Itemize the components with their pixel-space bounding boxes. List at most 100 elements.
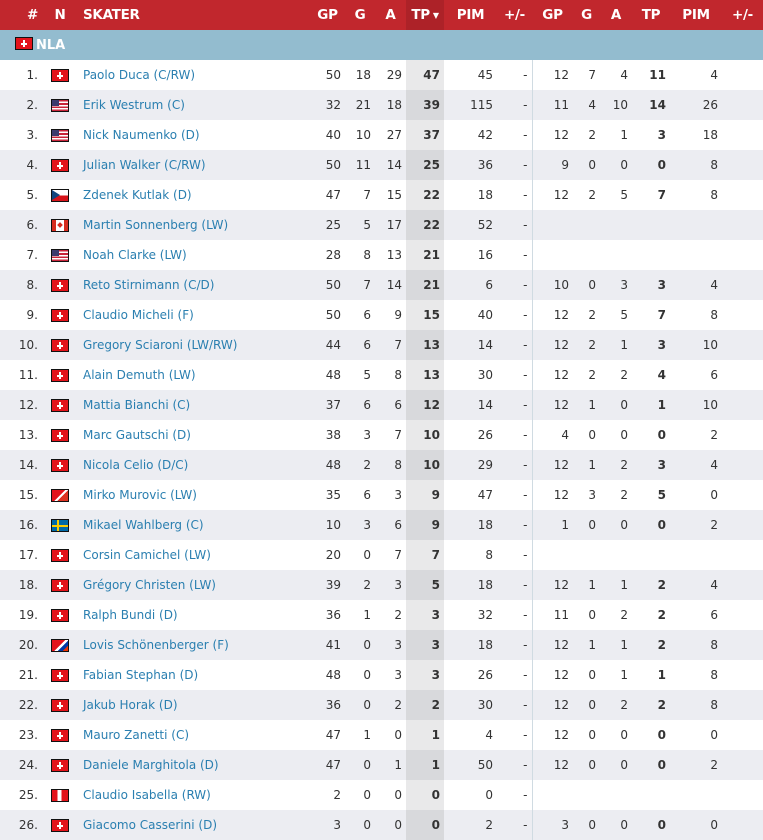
stat-pa: 0 [600,510,632,540]
player-link[interactable]: Nicola Celio (D/C) [83,458,189,472]
table-row: 1. Paolo Duca (C/RW) 50 18 29 47 45-12 7 4 11 4 [0,60,763,90]
skater-name: Mauro Zanetti (C) [78,720,310,750]
stat-ppm [722,300,763,330]
player-link[interactable]: Grégory Christen (LW) [83,578,216,592]
stat-a: 14 [375,150,406,180]
player-link[interactable]: Nick Naumenko (D) [83,128,200,142]
nation [42,780,78,810]
col-gp[interactable]: GP [310,0,345,30]
skater-name: Alain Demuth (LW) [78,360,310,390]
col-rank[interactable]: # [0,0,42,30]
table-row: 24. Daniele Marghitola (D) 47 0 1 1 50-12 0 0 0 2 [0,750,763,780]
stat-ppm [722,390,763,420]
stat-pim: 115 [444,90,497,120]
stat-g: 6 [345,390,375,420]
table-row: 12. Mattia Bianchi (C) 37 6 6 12 14-12 1 0 1 10 [0,390,763,420]
stat-gp: 25 [310,210,345,240]
league-row: NLA [0,30,763,60]
stat-pgp: 12 [532,180,573,210]
col-tp[interactable]: TP ▼ [406,0,444,30]
stat-tp: 21 [406,240,444,270]
col-playoff-gp[interactable]: GP [532,0,573,30]
league-name[interactable]: NLA [36,38,66,53]
col-g[interactable]: G [345,0,375,30]
stat-pm: - [497,510,533,540]
player-link[interactable]: Martin Sonnenberg (LW) [83,218,229,232]
player-link[interactable]: Marc Gautschi (D) [83,428,191,442]
stat-ppm [722,270,763,300]
col-playoff-a[interactable]: A [600,0,632,30]
player-link[interactable]: Claudio Micheli (F) [83,308,194,322]
stat-ppm [722,810,763,840]
col-playoff-tp[interactable]: TP [632,0,670,30]
stat-ptp: 3 [632,330,670,360]
player-link[interactable]: Gregory Sciaroni (LW/RW) [83,338,238,352]
swiss-flag-icon [15,37,33,50]
stat-ptp: 2 [632,570,670,600]
stat-tp: 25 [406,150,444,180]
player-link[interactable]: Mattia Bianchi (C) [83,398,191,412]
stat-tp: 3 [406,630,444,660]
stat-pa: 2 [600,360,632,390]
stat-ppim: 2 [670,420,722,450]
player-link[interactable]: Daniele Marghitola (D) [83,758,219,772]
player-link[interactable]: Fabian Stephan (D) [83,668,199,682]
player-link[interactable]: Erik Westrum (C) [83,98,185,112]
col-nation[interactable]: N [42,0,78,30]
player-link[interactable]: Mikael Wahlberg (C) [83,518,204,532]
stat-ptp: 7 [632,180,670,210]
player-link[interactable]: Corsin Camichel (LW) [83,548,211,562]
player-link[interactable]: Noah Clarke (LW) [83,248,187,262]
player-link[interactable]: Ralph Bundi (D) [83,608,178,622]
stat-pim: 50 [444,750,497,780]
player-link[interactable]: Alain Demuth (LW) [83,368,196,382]
stat-pgp: 12 [532,360,573,390]
player-link[interactable]: Claudio Isabella (RW) [83,788,211,802]
stat-a: 6 [375,390,406,420]
stat-pgp: 12 [532,660,573,690]
col-skater[interactable]: SKATER [78,0,310,30]
skater-name: Fabian Stephan (D) [78,660,310,690]
nation [42,570,78,600]
stat-tp: 15 [406,300,444,330]
player-link[interactable]: Jakub Horak (D) [83,698,178,712]
stat-pgp: 12 [532,450,573,480]
table-row: 15. Mirko Murovic (LW) 35 6 3 9 47-12 3 2 5 0 [0,480,763,510]
player-link[interactable]: Zdenek Kutlak (D) [83,188,192,202]
usa-flag-icon [51,99,69,112]
col-pim[interactable]: PIM [444,0,497,30]
nation [42,60,78,90]
player-link[interactable]: Mauro Zanetti (C) [83,728,190,742]
usa-flag-icon [51,129,69,142]
stat-pgp: 9 [532,150,573,180]
stat-pg: 1 [573,450,600,480]
swiss-flag-icon [51,429,69,442]
stat-a: 13 [375,240,406,270]
stat-ppm [722,210,763,240]
stat-tp: 37 [406,120,444,150]
stat-a: 15 [375,180,406,210]
stat-g: 21 [345,90,375,120]
stat-gp: 47 [310,720,345,750]
player-link[interactable]: Giacomo Casserini (D) [83,818,218,832]
nation [42,690,78,720]
skater-name: Julian Walker (C/RW) [78,150,310,180]
stat-pm: - [497,600,533,630]
rank: 19. [0,600,42,630]
player-link[interactable]: Mirko Murovic (LW) [83,488,197,502]
player-link[interactable]: Julian Walker (C/RW) [83,158,206,172]
stat-pa: 2 [600,480,632,510]
col-a[interactable]: A [375,0,406,30]
col-playoff-plusminus[interactable]: +/- [722,0,763,30]
player-link[interactable]: Paolo Duca (C/RW) [83,68,195,82]
col-playoff-pim[interactable]: PIM [670,0,722,30]
player-link[interactable]: Reto Stirnimann (C/D) [83,278,215,292]
stat-ppm [722,420,763,450]
stat-pg: 2 [573,360,600,390]
stat-ptp: 5 [632,480,670,510]
player-link[interactable]: Lovis Schönenberger (F) [83,638,229,652]
col-playoff-g[interactable]: G [573,0,600,30]
col-plusminus[interactable]: +/- [497,0,532,30]
stat-ptp: 3 [632,120,670,150]
